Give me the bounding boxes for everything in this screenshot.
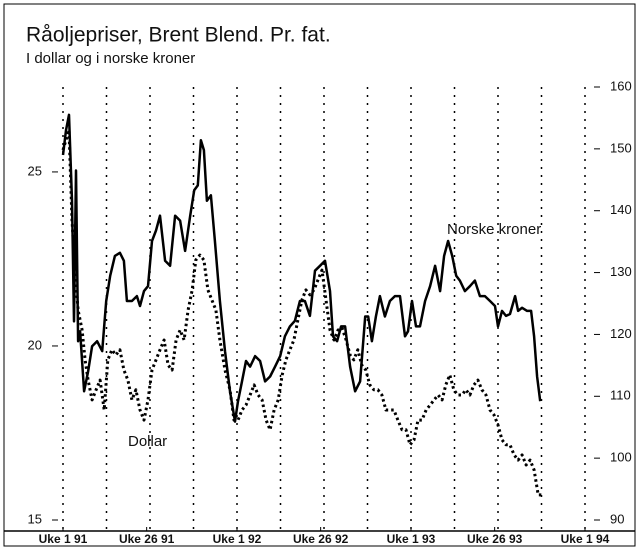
- y2-tick-label: 140: [610, 202, 632, 217]
- y2-tick-label: 90: [610, 511, 624, 526]
- chart-subtitle: I dollar og i norske kroner: [26, 50, 195, 67]
- y-tick-label: 25: [28, 163, 42, 178]
- x-tick-label: Uke 26 93: [467, 532, 523, 546]
- y-tick-label: 20: [28, 337, 42, 352]
- line-series: [61, 128, 543, 497]
- y2-tick-label: 120: [610, 326, 632, 341]
- x-tick-label: Uke 26 92: [293, 532, 349, 546]
- y2-tick-label: 110: [610, 388, 631, 403]
- x-tick-label: Uke 1 94: [561, 532, 610, 546]
- annotation: Dollar: [128, 433, 167, 450]
- y2-tick-label: 150: [610, 140, 632, 155]
- line-series: [61, 113, 542, 423]
- chart-title: Råoljepriser, Brent Blend. Pr. fat.: [26, 24, 331, 47]
- x-tick-label: Uke 1 91: [39, 532, 88, 546]
- frame: [3, 3, 636, 547]
- x-tick-label: Uke 1 92: [213, 532, 262, 546]
- y-tick-label: 15: [28, 511, 42, 526]
- y2-tick-label: 100: [610, 450, 632, 465]
- y2-tick-label: 130: [610, 264, 632, 279]
- y2-tick-label: 160: [610, 78, 632, 93]
- x-tick-label: Uke 26 91: [119, 532, 175, 546]
- x-tick-label: Uke 1 93: [387, 532, 436, 546]
- annotation: Norske kroner: [447, 221, 541, 238]
